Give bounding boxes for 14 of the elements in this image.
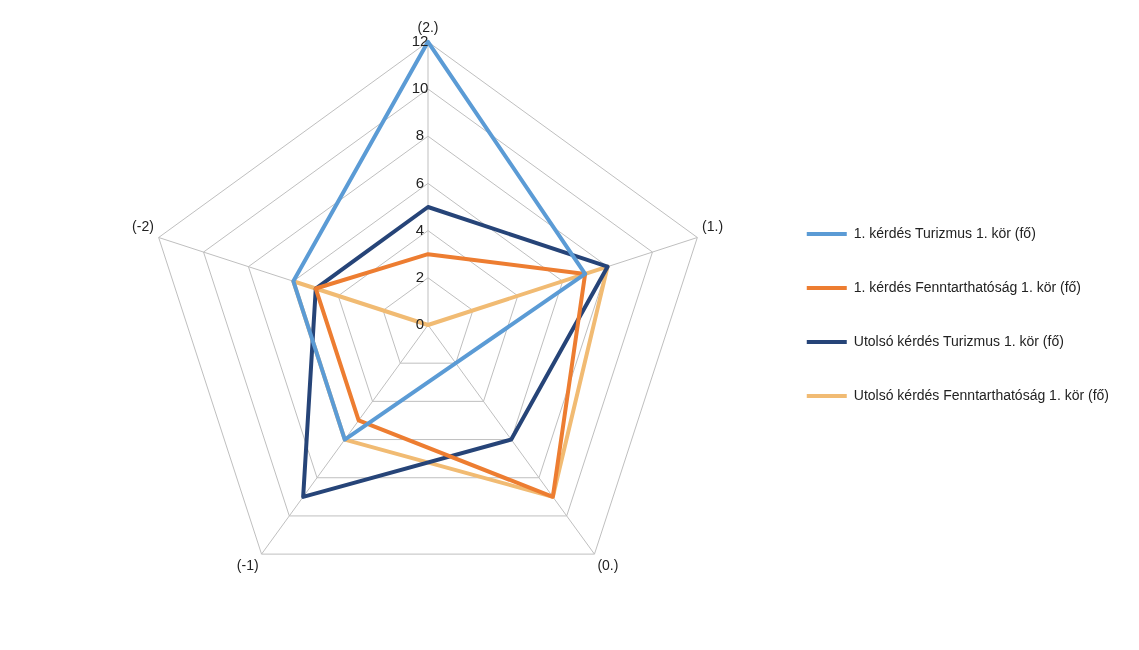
spoke-label: (-1) (236, 557, 259, 574)
legend-label: Utolsó kérdés Fenntarthatóság 1. kör (fő) (853, 386, 1109, 403)
y-tick-label: 8 (415, 126, 425, 144)
y-tick-label: 0 (415, 315, 425, 333)
spoke-label: (1.) (702, 218, 724, 235)
y-tick-label: 4 (415, 220, 425, 238)
spoke-label: (0.) (597, 557, 619, 574)
y-tick-label: 10 (411, 79, 429, 97)
legend-label: 1. kérdés Turizmus 1. kör (fő) (853, 224, 1036, 241)
spoke-label: (-2) (132, 218, 154, 235)
y-tick-label: 6 (415, 173, 425, 191)
y-tick-label: 2 (415, 267, 425, 285)
legend-label: 1. kérdés Fenntarthatóság 1. kör (fő) (853, 278, 1081, 295)
legend-label: Utolsó kérdés Turizmus 1. kör (fő) (853, 332, 1064, 349)
